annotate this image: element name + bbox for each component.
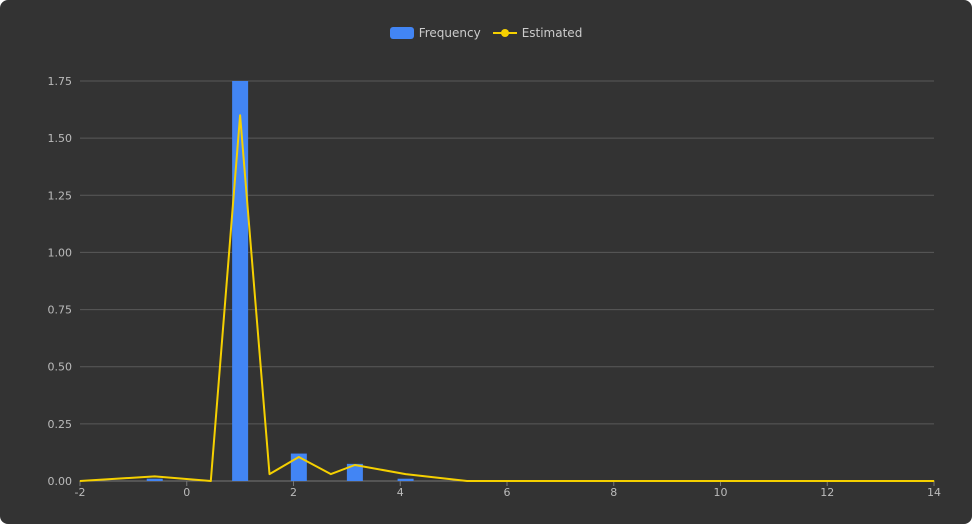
x-tick-label-4: 6 [504,486,511,499]
x-tick-label-6: 10 [714,486,728,499]
estimated-point-1 [154,475,156,477]
y-tick-label-3: 0.75 [48,304,73,317]
bar-0 [146,478,163,481]
estimated-point-4 [268,473,270,475]
bar-1 [232,81,249,481]
y-tick-label-7: 1.75 [48,75,73,88]
estimated-point-10 [933,480,935,482]
grid-lines [80,80,934,482]
x-tick-label-5: 8 [610,486,617,499]
y-tick-label-5: 1.25 [48,189,73,202]
legend-label-estimated: Estimated [521,26,583,40]
estimated-point-5 [298,456,300,458]
x-tick-label-2: 2 [290,486,297,499]
x-tick-label-3: 4 [397,486,404,499]
frequency-bars [146,81,414,481]
y-tick-label-4: 1.00 [48,246,73,259]
x-tick-label-7: 12 [820,486,834,499]
legend-item-frequency[interactable]: Frequency [389,26,481,40]
y-tick-label-2: 0.50 [48,361,73,374]
x-tick-label-0: -2 [75,486,86,499]
legend-swatch-frequency [389,27,414,39]
estimated-series-line [79,114,934,482]
y-tick-label-6: 1.50 [48,132,73,145]
estimated-point-3 [239,114,241,116]
legend: Frequency Estimated [0,24,972,42]
estimated-point-8 [405,473,407,475]
estimated-point-9 [466,480,468,482]
x-tick-label-8: 14 [927,486,941,499]
bar-4 [397,478,414,481]
x-axis: -2 0 2 4 6 8 10 12 14 [75,481,941,499]
x-tick-label-1: 0 [183,486,190,499]
estimated-point-7 [354,464,356,466]
y-tick-label-1: 0.25 [48,418,73,431]
estimated-line [79,114,935,482]
legend-label-frequency: Frequency [418,26,481,40]
y-axis: 0.00 0.25 0.50 0.75 1.00 1.25 1.50 1.75 [48,75,73,488]
legend-swatch-estimated [492,29,517,37]
estimated-point-2 [210,480,212,482]
estimated-point-0 [79,480,81,482]
bar-3 [346,463,363,481]
estimated-point-6 [330,473,332,475]
y-tick-label-0: 0.00 [48,475,73,488]
legend-item-estimated[interactable]: Estimated [492,26,583,40]
